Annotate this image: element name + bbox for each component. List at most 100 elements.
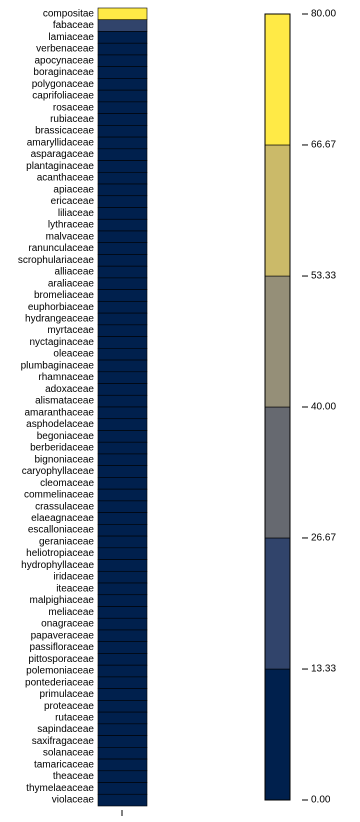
heatmap-cell-brassicaceae xyxy=(97,125,148,138)
heatmap-cell-alliaceae xyxy=(97,265,148,279)
heatmap-cell-thymelaeaceae xyxy=(97,782,148,795)
heatmap-cell-malpighiaceae xyxy=(97,594,148,607)
heatmap-cell-hydrangeaceae xyxy=(97,312,148,326)
heatmap-cell-rubiaceae xyxy=(97,113,148,126)
heatmap-cell-iteaceae xyxy=(97,582,148,596)
row-label-rhamnaceae: rhamnaceae xyxy=(38,372,94,383)
row-label-caryophyllaceae: caryophyllaceae xyxy=(22,466,95,477)
legend-tick-label-2: 26.67 xyxy=(311,532,336,543)
heatmap-cell-onagraceae xyxy=(97,617,148,631)
heatmap-cell-plantaginaceae xyxy=(97,160,148,173)
row-label-fabaceae: fabaceae xyxy=(53,20,95,31)
row-label-verbenaceae: verbenaceae xyxy=(36,44,94,55)
row-label-rosaceae: rosaceae xyxy=(53,102,95,113)
heatmap-cell-malvaceae xyxy=(97,230,148,244)
row-label-bromeliaceae: bromeliaceae xyxy=(34,290,94,301)
row-label-malpighiaceae: malpighiaceae xyxy=(30,595,95,606)
heatmap-cell-euphorbiaceae xyxy=(97,301,148,314)
row-label-amaranthaceae: amaranthaceae xyxy=(25,407,95,418)
row-label-polemoniaceae: polemoniaceae xyxy=(26,666,94,677)
legend-ticks: 0.00 13.33 26.67 40.00 53.33 66.67 80.00 xyxy=(302,9,336,806)
row-label-proteaceae: proteaceae xyxy=(44,701,94,712)
heatmap-cell-fabaceae xyxy=(97,19,148,32)
heatmap-cell-solanaceae xyxy=(97,747,148,760)
row-label-solanaceae: solanaceae xyxy=(43,748,95,759)
legend-tick-label-3: 40.00 xyxy=(311,402,336,413)
heatmap-cell-asparagaceae xyxy=(97,148,148,161)
heatmap-cell-pittosporaceae xyxy=(97,653,148,666)
heatmap-cell-berberidaceae xyxy=(97,441,148,455)
heatmap-cell-saxifragaceae xyxy=(97,735,148,748)
row-label-hydrophyllaceae: hydrophyllaceae xyxy=(21,560,94,571)
row-label-crassulaceae: crassulaceae xyxy=(35,501,94,512)
row-label-apocynaceae: apocynaceae xyxy=(35,55,95,66)
heatmap-cell-geraniaceae xyxy=(97,535,148,549)
legend-tick-label-1: 13.33 xyxy=(311,664,336,675)
row-label-bignoniaceae: bignoniaceae xyxy=(35,454,95,465)
row-label-rubiaceae: rubiaceae xyxy=(50,114,94,125)
row-label-violaceae: violaceae xyxy=(52,795,95,806)
row-label-compositae: compositae xyxy=(43,8,95,19)
row-label-theaceae: theaceae xyxy=(53,771,95,782)
row-label-commelinaceae: commelinaceae xyxy=(24,490,94,501)
heatmap-cell-proteaceae xyxy=(97,700,148,713)
row-label-iteaceae: iteaceae xyxy=(56,583,94,594)
heatmap-cell-alismataceae xyxy=(97,394,148,408)
row-label-primulaceae: primulaceae xyxy=(40,689,95,700)
heatmap-cell-plumbaginaceae xyxy=(97,359,148,373)
heatmap-cell-myrtaceae xyxy=(97,324,148,337)
heatmap-cell-adoxaceae xyxy=(97,383,148,396)
row-label-pittosporaceae: pittosporaceae xyxy=(28,654,94,665)
heatmap-cell-lamiaceae xyxy=(97,31,148,44)
row-label-oleaceae: oleaceae xyxy=(53,349,94,360)
row-label-sapindaceae: sapindaceae xyxy=(37,724,94,735)
heatmap-cell-ericaceae xyxy=(97,195,148,208)
heatmap-cell-primulaceae xyxy=(97,688,148,701)
heatmap-cell-boraginaceae xyxy=(97,66,148,79)
row-label-geraniaceae: geraniaceae xyxy=(39,536,94,547)
row-label-asphodelaceae: asphodelaceae xyxy=(26,419,94,430)
row-label-papaveraceae: papaveraceae xyxy=(31,630,95,641)
row-label-begoniaceae: begoniaceae xyxy=(37,431,95,442)
heatmap-cell-caryophyllaceae xyxy=(97,465,148,478)
row-label-passifloraceae: passifloraceae xyxy=(30,642,95,653)
heatmap-cell-heliotropiaceae xyxy=(97,547,148,560)
row-label-heliotropiaceae: heliotropiaceae xyxy=(26,548,94,559)
row-label-adoxaceae: adoxaceae xyxy=(45,384,94,395)
heatmap-cell-commelinaceae xyxy=(97,488,148,502)
legend-swatch-3 xyxy=(264,275,291,408)
row-label-plumbaginaceae: plumbaginaceae xyxy=(21,360,95,371)
row-label-boraginaceae: boraginaceae xyxy=(33,67,94,78)
row-label-lythraceae: lythraceae xyxy=(48,220,95,231)
heatmap-cell-tamaricaceae xyxy=(97,758,148,772)
legend-tick-label-0: 0.00 xyxy=(311,795,331,806)
heatmap-cell-oleaceae xyxy=(97,348,148,361)
legend-frame xyxy=(264,13,291,801)
legend-swatch-2 xyxy=(264,406,291,539)
row-label-polygonaceae: polygonaceae xyxy=(32,79,95,90)
heatmap-cell-araliaceae xyxy=(97,277,148,290)
heatmap-cell-lythraceae xyxy=(97,218,148,232)
heatmap-cell-polygonaceae xyxy=(97,78,148,91)
row-label-caprifoliaceae: caprifoliaceae xyxy=(32,91,94,102)
heatmap-cell-rhamnaceae xyxy=(97,371,148,384)
heatmap-cell-nyctaginaceae xyxy=(97,336,148,349)
heatmap-cell-cleomaceae xyxy=(97,477,148,490)
row-label-amaryllidaceae: amaryllidaceae xyxy=(27,137,95,148)
heatmap-cell-hydrophyllaceae xyxy=(97,559,148,572)
heatmap-cell-crassulaceae xyxy=(97,500,148,513)
heatmap-cell-apiaceae xyxy=(97,183,148,197)
row-label-ranunculaceae: ranunculaceae xyxy=(28,243,94,254)
heatmap-cell-papaveraceae xyxy=(97,629,148,643)
heatmap-cell-violaceae xyxy=(97,793,148,807)
legend-swatch-5 xyxy=(264,13,291,146)
heatmap-cell-amaryllidaceae xyxy=(97,136,148,150)
heatmap-cell-begoniaceae xyxy=(97,430,148,443)
row-labels: compositaefabaceaelamiaceaeverbenaceaeap… xyxy=(18,8,95,805)
heatmap-cell-apocynaceae xyxy=(97,54,148,67)
heatmap-cell-iridaceae xyxy=(97,570,148,584)
heatmap-cell-scrophulariaceae xyxy=(97,254,148,267)
row-label-brassicaceae: brassicaceae xyxy=(35,126,94,137)
row-label-rutaceae: rutaceae xyxy=(55,712,94,723)
heatmap-cell-bromeliaceae xyxy=(97,289,148,302)
